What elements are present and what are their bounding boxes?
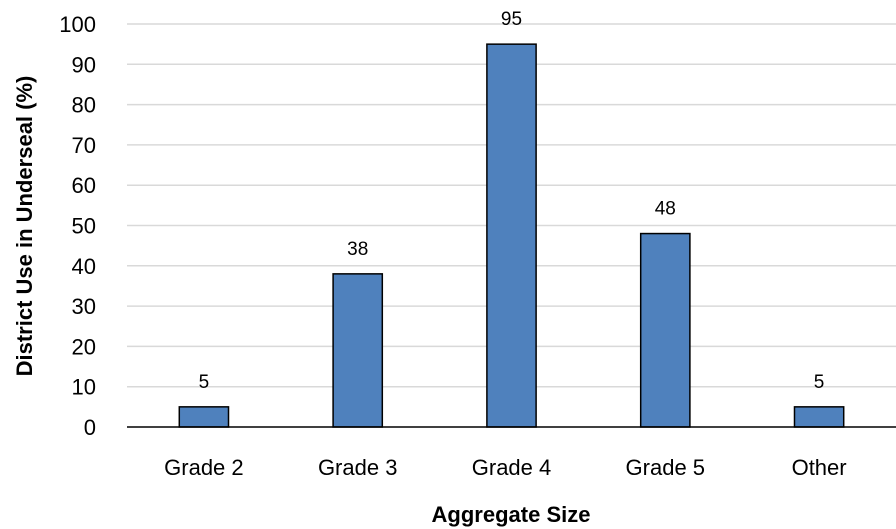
data-label: 38 xyxy=(347,239,368,260)
data-label: 5 xyxy=(814,372,825,393)
bar-grade-2 xyxy=(178,406,230,428)
bars xyxy=(178,43,845,428)
bar-grade-5 xyxy=(639,232,691,428)
y-tick-label: 0 xyxy=(84,415,96,440)
data-label: 95 xyxy=(501,9,522,30)
y-tick-label: 100 xyxy=(59,12,96,37)
x-axis-ticks: Grade 2 Grade 3 Grade 4 Grade 5 Other xyxy=(164,455,846,480)
y-tick-label: 50 xyxy=(72,214,96,239)
data-label: 48 xyxy=(655,199,676,220)
y-tick-label: 90 xyxy=(72,52,96,77)
x-axis-title: Aggregate Size xyxy=(432,502,591,527)
bar-grade-3 xyxy=(332,273,384,428)
y-tick-label: 70 xyxy=(72,133,96,158)
x-tick-label: Grade 4 xyxy=(472,455,552,480)
bar-grade-4 xyxy=(486,43,537,428)
x-tick-label: Other xyxy=(792,455,847,480)
y-tick-label: 40 xyxy=(72,254,96,279)
data-labels: 5 38 95 48 5 xyxy=(199,9,825,393)
y-tick-label: 60 xyxy=(72,173,96,198)
x-tick-label: Grade 3 xyxy=(318,455,398,480)
bar-other xyxy=(793,406,845,428)
y-tick-label: 80 xyxy=(72,93,96,118)
x-tick-label: Grade 5 xyxy=(626,455,706,480)
y-tick-label: 30 xyxy=(72,294,96,319)
data-label: 5 xyxy=(199,372,210,393)
y-axis-title: District Use in Underseal (%) xyxy=(12,76,37,377)
y-axis-ticks: 0 10 20 30 40 50 60 70 80 90 100 xyxy=(59,12,96,440)
x-tick-label: Grade 2 xyxy=(164,455,244,480)
y-tick-label: 20 xyxy=(72,334,96,359)
y-tick-label: 10 xyxy=(72,375,96,400)
